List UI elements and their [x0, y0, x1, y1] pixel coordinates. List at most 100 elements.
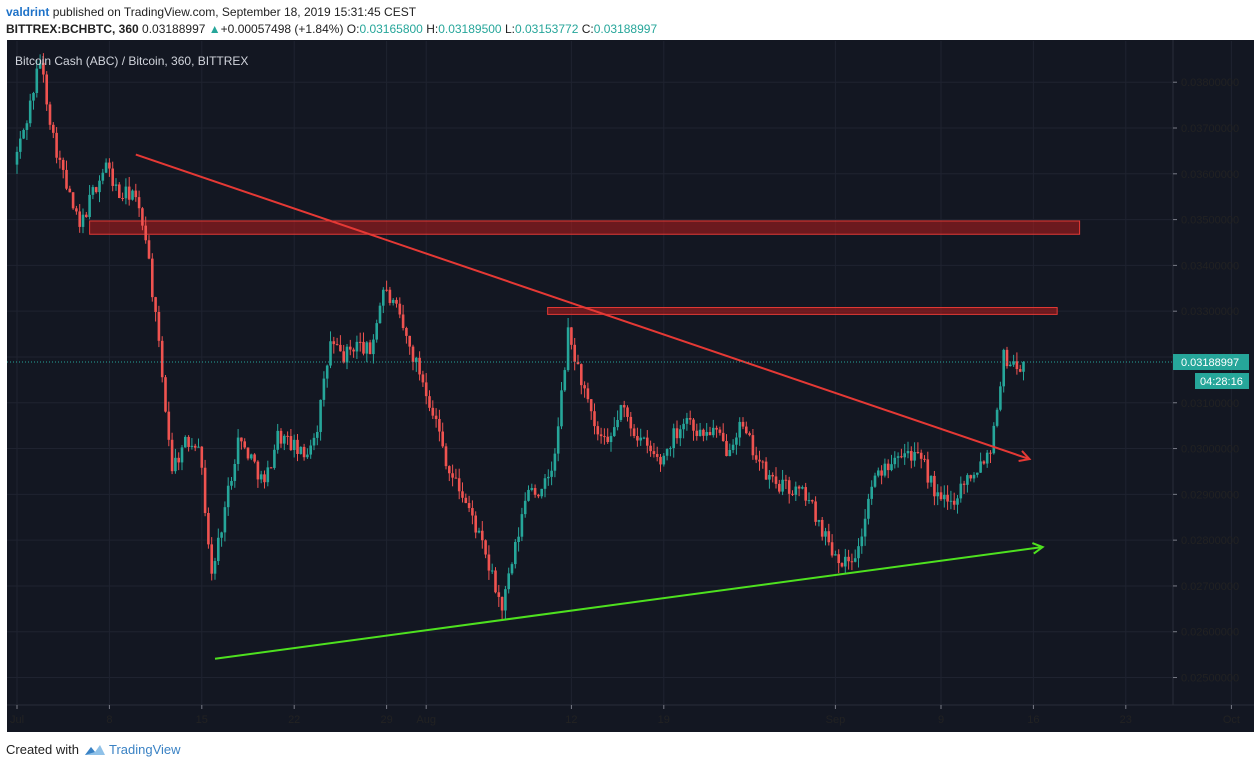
candle-body: [52, 124, 55, 133]
candle-body: [731, 444, 735, 450]
candle-body: [193, 445, 197, 448]
candle-body: [682, 423, 685, 430]
candle-body: [606, 436, 609, 443]
candle-body: [418, 357, 421, 375]
tradingview-brand-link[interactable]: TradingView: [108, 742, 181, 757]
candle-body: [131, 190, 134, 200]
candle-body: [794, 486, 798, 495]
x-tick-label: 9: [938, 714, 944, 726]
candle-body: [507, 573, 510, 590]
candle-body: [923, 458, 926, 460]
candle-body: [989, 452, 992, 454]
candle-body: [540, 488, 543, 497]
x-axis[interactable]: Jul 8 15 22 29 Aug 12 19 Sep 9 16 23 Oct: [10, 705, 1240, 726]
candle-body: [434, 415, 438, 420]
candle-body: [523, 500, 527, 515]
candle-body: [207, 513, 210, 545]
candle-body: [603, 436, 606, 438]
candle-body: [751, 435, 755, 456]
candle-body: [38, 62, 42, 69]
candle-body: [98, 180, 101, 193]
candle-body: [243, 441, 246, 448]
candle-body: [741, 421, 745, 427]
y-tick-label: 0.03800000: [1181, 77, 1239, 89]
candle-body: [883, 463, 887, 476]
candle-body: [276, 430, 279, 450]
candle-body: [844, 556, 847, 567]
candle-body: [180, 447, 184, 463]
candle-body: [461, 491, 464, 498]
candle-body: [679, 429, 682, 439]
candle-body: [144, 225, 147, 241]
candle-body: [906, 451, 910, 454]
candle-body: [596, 426, 600, 435]
candle-body: [695, 430, 699, 436]
candle-body: [484, 540, 487, 555]
candle-body: [784, 479, 788, 481]
candle-body: [45, 74, 48, 105]
candle-body: [332, 341, 336, 345]
candle-body: [992, 425, 996, 454]
candle-body: [672, 428, 675, 449]
candle-body: [804, 487, 807, 501]
candle-body: [32, 92, 35, 101]
candle-body: [721, 432, 725, 442]
candle-body: [811, 500, 814, 502]
candle-body: [698, 429, 702, 436]
candle-body: [101, 172, 105, 181]
candle-body: [200, 446, 204, 468]
candle-body: [586, 388, 590, 400]
candle-body: [352, 349, 355, 352]
close-label: C:: [581, 22, 594, 36]
candle-body: [177, 457, 180, 463]
candle-body: [543, 478, 547, 489]
candle-body: [715, 427, 718, 430]
candle-body: [820, 519, 824, 537]
y-tick-label: 0.02900000: [1181, 489, 1239, 501]
candle-body: [566, 327, 570, 371]
candle-body: [646, 437, 649, 446]
grid: [7, 41, 1232, 705]
candle-body: [880, 470, 883, 476]
candle-body: [576, 361, 580, 365]
candle-body: [368, 342, 372, 355]
candle-body: [910, 451, 913, 461]
candle-body: [68, 188, 72, 193]
candle-body: [230, 480, 233, 486]
candle-body: [464, 497, 468, 504]
author-name[interactable]: valdrint: [6, 5, 50, 19]
candle-body: [550, 470, 553, 477]
candle-body: [401, 314, 405, 329]
candle-body: [283, 435, 286, 444]
candle-body: [127, 186, 131, 200]
candle-body: [626, 407, 629, 417]
candle-body: [395, 299, 398, 304]
candle-body: [573, 344, 576, 362]
candle-body: [613, 427, 616, 437]
candle-body: [778, 483, 781, 492]
candle-body: [108, 162, 111, 169]
candle-body: [306, 454, 309, 458]
candle-body: [217, 537, 220, 562]
candle-body: [537, 494, 540, 497]
candle-body: [692, 419, 695, 431]
ohlc-line: BITTREX:BCHBTC, 360 0.03188997 ▲+0.00057…: [6, 22, 657, 36]
candle-body: [936, 492, 939, 497]
candle-body: [494, 570, 497, 593]
high-label: H:: [426, 22, 439, 36]
candle-body: [1012, 361, 1015, 365]
candle-body: [454, 477, 458, 479]
candle-body: [312, 437, 316, 446]
candle-body: [982, 461, 986, 464]
candle-body: [791, 493, 794, 495]
candle-body: [771, 474, 774, 477]
candle-body: [738, 421, 741, 438]
candle-body: [25, 123, 29, 130]
candle-body: [292, 439, 296, 450]
candle-body: [438, 419, 441, 432]
candle-body: [702, 429, 705, 436]
candle-body: [877, 470, 880, 476]
candle-body: [296, 439, 299, 454]
x-tick-label: Oct: [1223, 714, 1240, 726]
